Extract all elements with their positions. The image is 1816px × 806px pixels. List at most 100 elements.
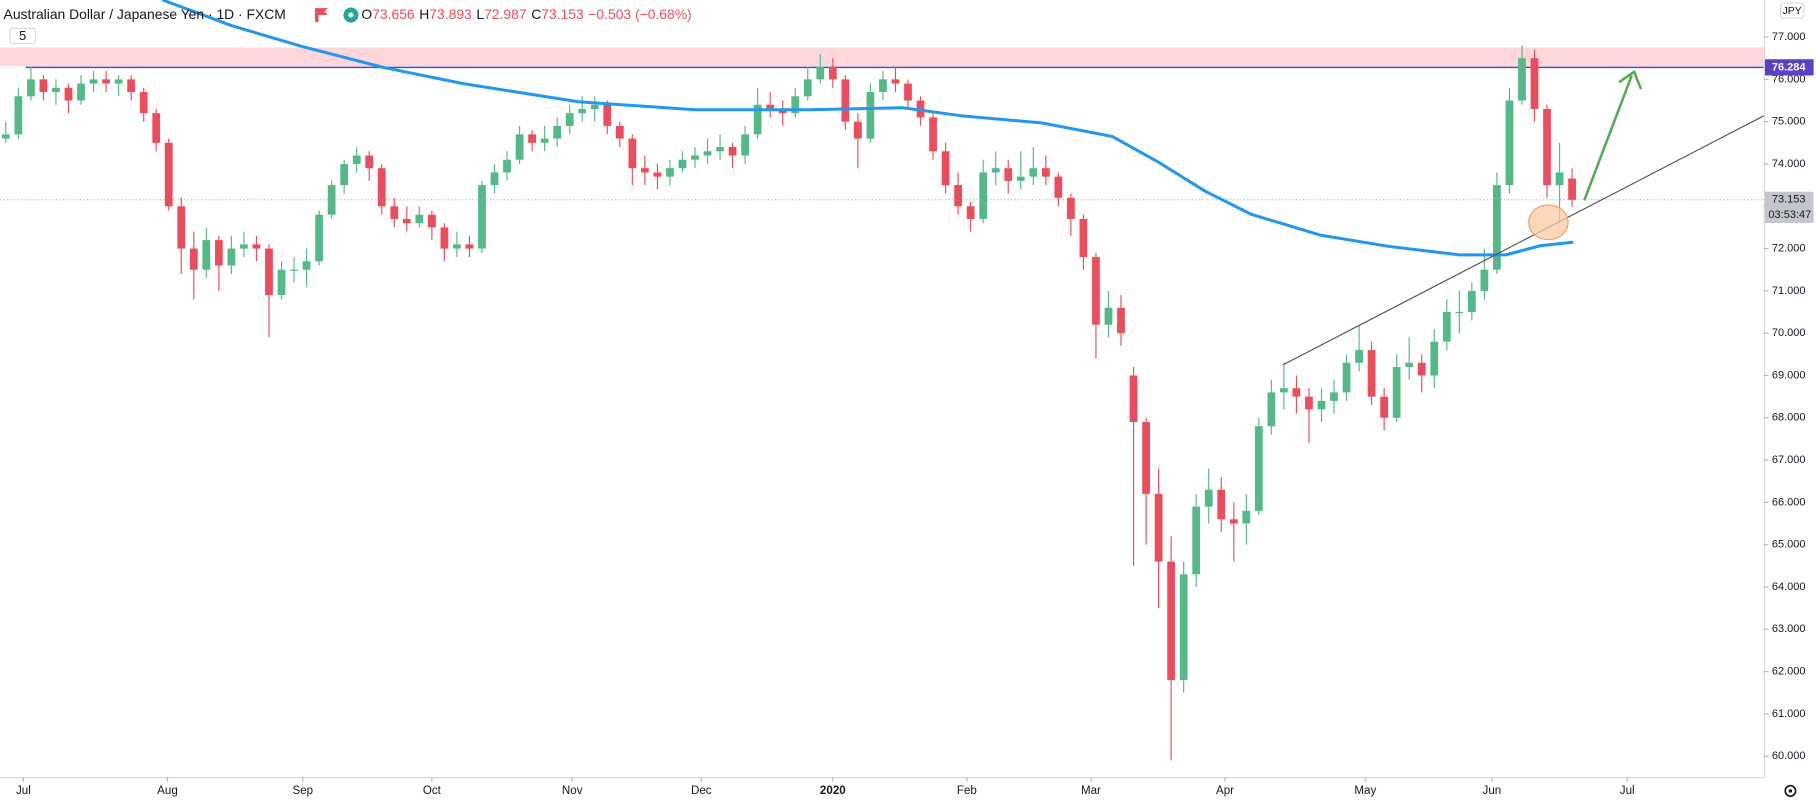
candle-body xyxy=(879,79,887,93)
y-tick-label: 66.000 xyxy=(1772,496,1806,508)
candle-body xyxy=(252,244,261,249)
candle-body xyxy=(1117,307,1125,334)
candle-body xyxy=(678,159,687,169)
candle-body xyxy=(490,172,499,186)
candle-body xyxy=(1054,176,1063,198)
candle-body xyxy=(1480,269,1489,291)
ohlc-value: 73.893 xyxy=(429,6,472,22)
flag-icon xyxy=(318,8,328,16)
candle-body xyxy=(189,248,198,270)
settings-icon-center[interactable] xyxy=(1788,789,1793,793)
candle-body xyxy=(753,104,762,135)
y-tick-label: 64.000 xyxy=(1772,581,1806,593)
candle-body xyxy=(277,269,286,296)
candle-body xyxy=(114,79,123,84)
currency-label: JPY xyxy=(1783,6,1802,17)
candle-body xyxy=(1,134,10,139)
candle-body xyxy=(1129,375,1138,423)
candle-body xyxy=(1016,176,1025,181)
candle-body xyxy=(628,138,637,169)
y-tick-label: 65.000 xyxy=(1772,539,1806,551)
candle-body xyxy=(265,248,273,296)
candle-body xyxy=(1342,362,1351,393)
candle-body xyxy=(1530,58,1539,109)
title: Australian Dollar / Japanese Yen · 1D · … xyxy=(4,6,286,22)
candle-body xyxy=(515,134,524,160)
candle-body xyxy=(1179,574,1188,681)
target-arrow xyxy=(1583,74,1633,201)
plot-area xyxy=(0,0,1764,761)
candle-body xyxy=(240,244,248,249)
candle-body xyxy=(828,66,837,80)
candle-body xyxy=(666,168,674,177)
candle-body xyxy=(766,104,775,109)
candle-body xyxy=(64,87,73,101)
ohlc-label: C xyxy=(531,6,541,22)
candle-body xyxy=(89,79,98,84)
x-tick-label: Sep xyxy=(293,785,314,797)
candle-body xyxy=(39,79,48,93)
candle-body xyxy=(1317,400,1326,410)
y-tick-label: 61.000 xyxy=(1772,708,1806,720)
candle-body xyxy=(102,79,110,84)
candle-body xyxy=(1380,396,1389,418)
candle-body xyxy=(1442,312,1451,342)
candle-body xyxy=(1405,362,1414,368)
candle-body xyxy=(1254,426,1263,511)
resistance-tag xyxy=(1764,59,1814,76)
candle-body xyxy=(1392,367,1401,418)
target-arrow-head xyxy=(1618,69,1643,90)
y-tick-label: 70.000 xyxy=(1772,327,1806,339)
candle-body xyxy=(1555,172,1564,186)
candle-body xyxy=(640,168,649,173)
candle-body xyxy=(991,168,1000,173)
moving-average xyxy=(161,0,1574,257)
ohlc-value: 72.987 xyxy=(484,6,527,22)
x-tick-label: Mar xyxy=(1081,785,1101,797)
candle-body xyxy=(302,261,311,270)
candle-body xyxy=(691,155,699,160)
candle-body xyxy=(465,244,474,249)
candle-body xyxy=(14,96,23,135)
x-tick-label: Dec xyxy=(691,785,712,797)
candle-body xyxy=(954,185,963,207)
candle-body xyxy=(227,248,236,266)
candle-body xyxy=(415,214,424,224)
candle-body xyxy=(615,125,624,139)
y-tick-label: 71.000 xyxy=(1772,285,1806,297)
candle-body xyxy=(841,79,850,122)
candle-body xyxy=(1217,489,1226,520)
candle-body xyxy=(1493,185,1501,270)
y-tick-label: 77.000 xyxy=(1772,31,1806,43)
candle-body xyxy=(402,218,411,224)
y-tick-label: 63.000 xyxy=(1772,623,1806,635)
candle-body xyxy=(979,172,988,219)
candle-body xyxy=(1267,392,1276,427)
candle-body xyxy=(791,96,800,114)
countdown-label: 03:53:47 xyxy=(1768,209,1811,221)
candle-body xyxy=(1229,519,1238,524)
candle-body xyxy=(866,92,875,139)
y-tick-label: 74.000 xyxy=(1772,158,1806,170)
candle-body xyxy=(177,206,186,249)
candle-body xyxy=(1568,178,1576,200)
candle-body xyxy=(653,172,662,177)
candle-body xyxy=(1355,350,1363,363)
status-dot xyxy=(348,12,354,18)
candle-body xyxy=(315,214,323,262)
x-tick-label: Oct xyxy=(423,785,442,797)
settings-icon[interactable] xyxy=(1784,784,1797,797)
trend-line xyxy=(1282,115,1764,366)
candle-body xyxy=(1330,392,1338,401)
candle-body xyxy=(590,104,599,109)
candle-body xyxy=(164,142,173,207)
x-tick-label: Aug xyxy=(157,785,178,797)
candle-body xyxy=(1518,58,1526,101)
candle-body xyxy=(1417,362,1426,376)
drawings xyxy=(1282,69,1764,366)
candle-body xyxy=(352,155,361,164)
candle-body xyxy=(1455,312,1464,314)
candle-body xyxy=(1543,108,1551,186)
candle-body xyxy=(365,155,374,169)
